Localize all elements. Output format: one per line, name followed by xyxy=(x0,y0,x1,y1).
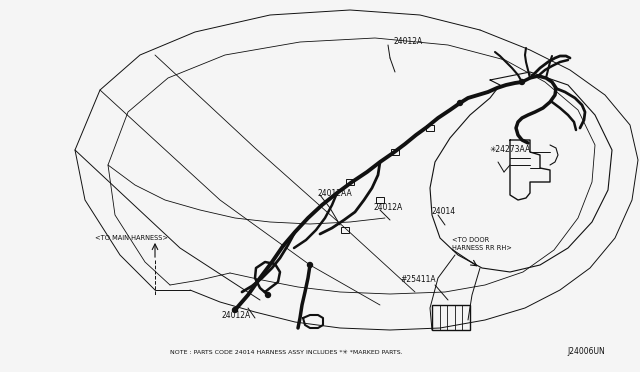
Text: 24012A: 24012A xyxy=(222,311,252,321)
Text: 24012AA: 24012AA xyxy=(318,189,353,198)
Circle shape xyxy=(520,80,525,84)
Text: ✳24273AA: ✳24273AA xyxy=(490,145,531,154)
Text: <TO MAIN HARNESS>: <TO MAIN HARNESS> xyxy=(95,235,168,241)
Text: 24012A: 24012A xyxy=(393,38,422,46)
Circle shape xyxy=(307,263,312,267)
Circle shape xyxy=(232,308,237,312)
Text: NOTE : PARTS CODE 24014 HARNESS ASSY INCLUDES *✳ *MARKED PARTS.: NOTE : PARTS CODE 24014 HARNESS ASSY INC… xyxy=(170,350,403,355)
Bar xyxy=(341,227,349,233)
Bar xyxy=(426,125,434,131)
Bar xyxy=(346,179,354,185)
Text: J24006UN: J24006UN xyxy=(567,347,605,356)
Circle shape xyxy=(458,100,463,106)
Text: #25411A: #25411A xyxy=(400,276,436,285)
Circle shape xyxy=(266,292,271,298)
Text: 24014: 24014 xyxy=(432,208,456,217)
Bar xyxy=(432,305,470,330)
Text: 24012A: 24012A xyxy=(374,202,403,212)
Text: <TO DOOR
HARNESS RR RH>: <TO DOOR HARNESS RR RH> xyxy=(452,237,512,250)
Bar xyxy=(376,197,384,203)
Bar xyxy=(391,149,399,155)
